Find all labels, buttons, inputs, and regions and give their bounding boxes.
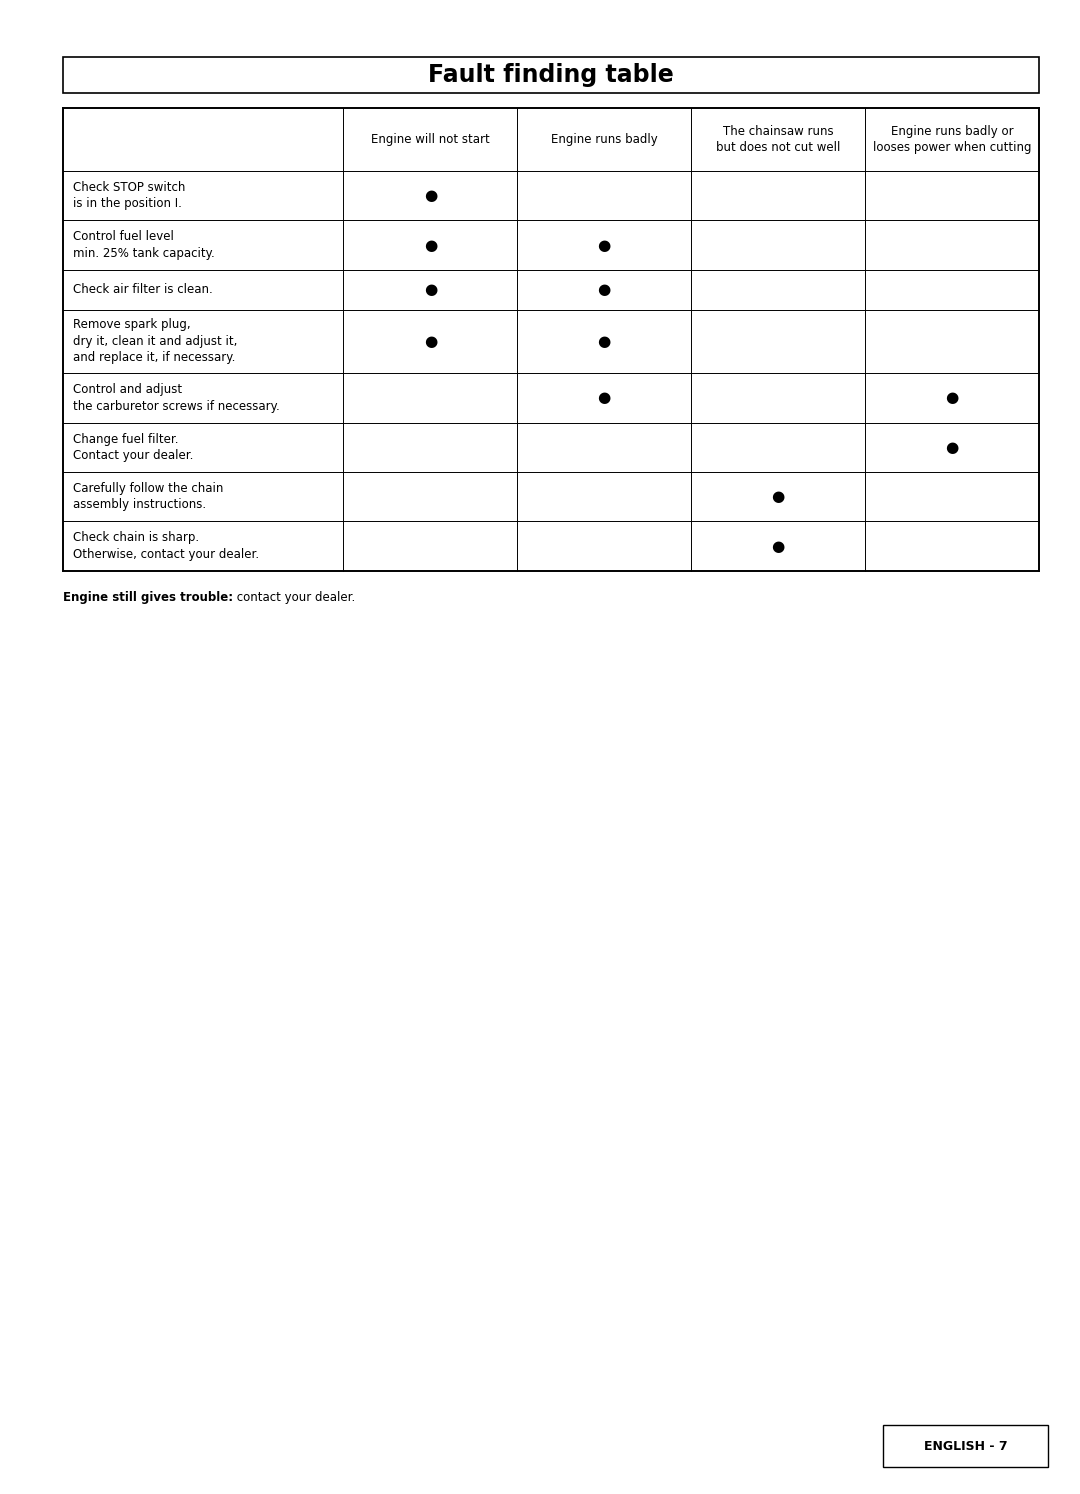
Text: Remove spark plug,
dry it, clean it and adjust it,
and replace it, if necessary.: Remove spark plug, dry it, clean it and … [73, 318, 238, 365]
Text: ●: ● [771, 538, 785, 553]
Text: ●: ● [597, 282, 611, 297]
Text: ●: ● [423, 188, 437, 203]
Text: Engine will not start: Engine will not start [372, 133, 489, 146]
Text: The chainsaw runs
but does not cut well: The chainsaw runs but does not cut well [716, 124, 840, 154]
Text: Carefully follow the chain
assembly instructions.: Carefully follow the chain assembly inst… [73, 483, 224, 511]
Text: Fault finding table: Fault finding table [428, 63, 674, 87]
Text: Check chain is sharp.
Otherwise, contact your dealer.: Check chain is sharp. Otherwise, contact… [73, 532, 259, 560]
Text: ●: ● [597, 238, 611, 252]
Text: ENGLISH - 7: ENGLISH - 7 [923, 1440, 1008, 1452]
Text: Change fuel filter.
Contact your dealer.: Change fuel filter. Contact your dealer. [73, 433, 193, 462]
Text: Engine runs badly: Engine runs badly [551, 133, 658, 146]
Text: Engine still gives trouble:: Engine still gives trouble: [63, 592, 233, 604]
Text: ●: ● [597, 390, 611, 405]
Text: Check air filter is clean.: Check air filter is clean. [73, 284, 213, 296]
Text: ●: ● [423, 238, 437, 252]
Text: Control fuel level
min. 25% tank capacity.: Control fuel level min. 25% tank capacit… [73, 230, 215, 260]
Text: ●: ● [771, 489, 785, 503]
Text: ●: ● [945, 439, 959, 454]
Text: Engine runs badly or
looses power when cutting: Engine runs badly or looses power when c… [873, 124, 1031, 154]
Text: ●: ● [597, 335, 611, 350]
Text: ●: ● [423, 282, 437, 297]
Text: ●: ● [945, 390, 959, 405]
Text: ●: ● [423, 335, 437, 350]
Text: Control and adjust
the carburetor screws if necessary.: Control and adjust the carburetor screws… [73, 382, 280, 412]
Text: Check STOP switch
is in the position I.: Check STOP switch is in the position I. [73, 181, 186, 211]
Text: contact your dealer.: contact your dealer. [233, 592, 355, 604]
